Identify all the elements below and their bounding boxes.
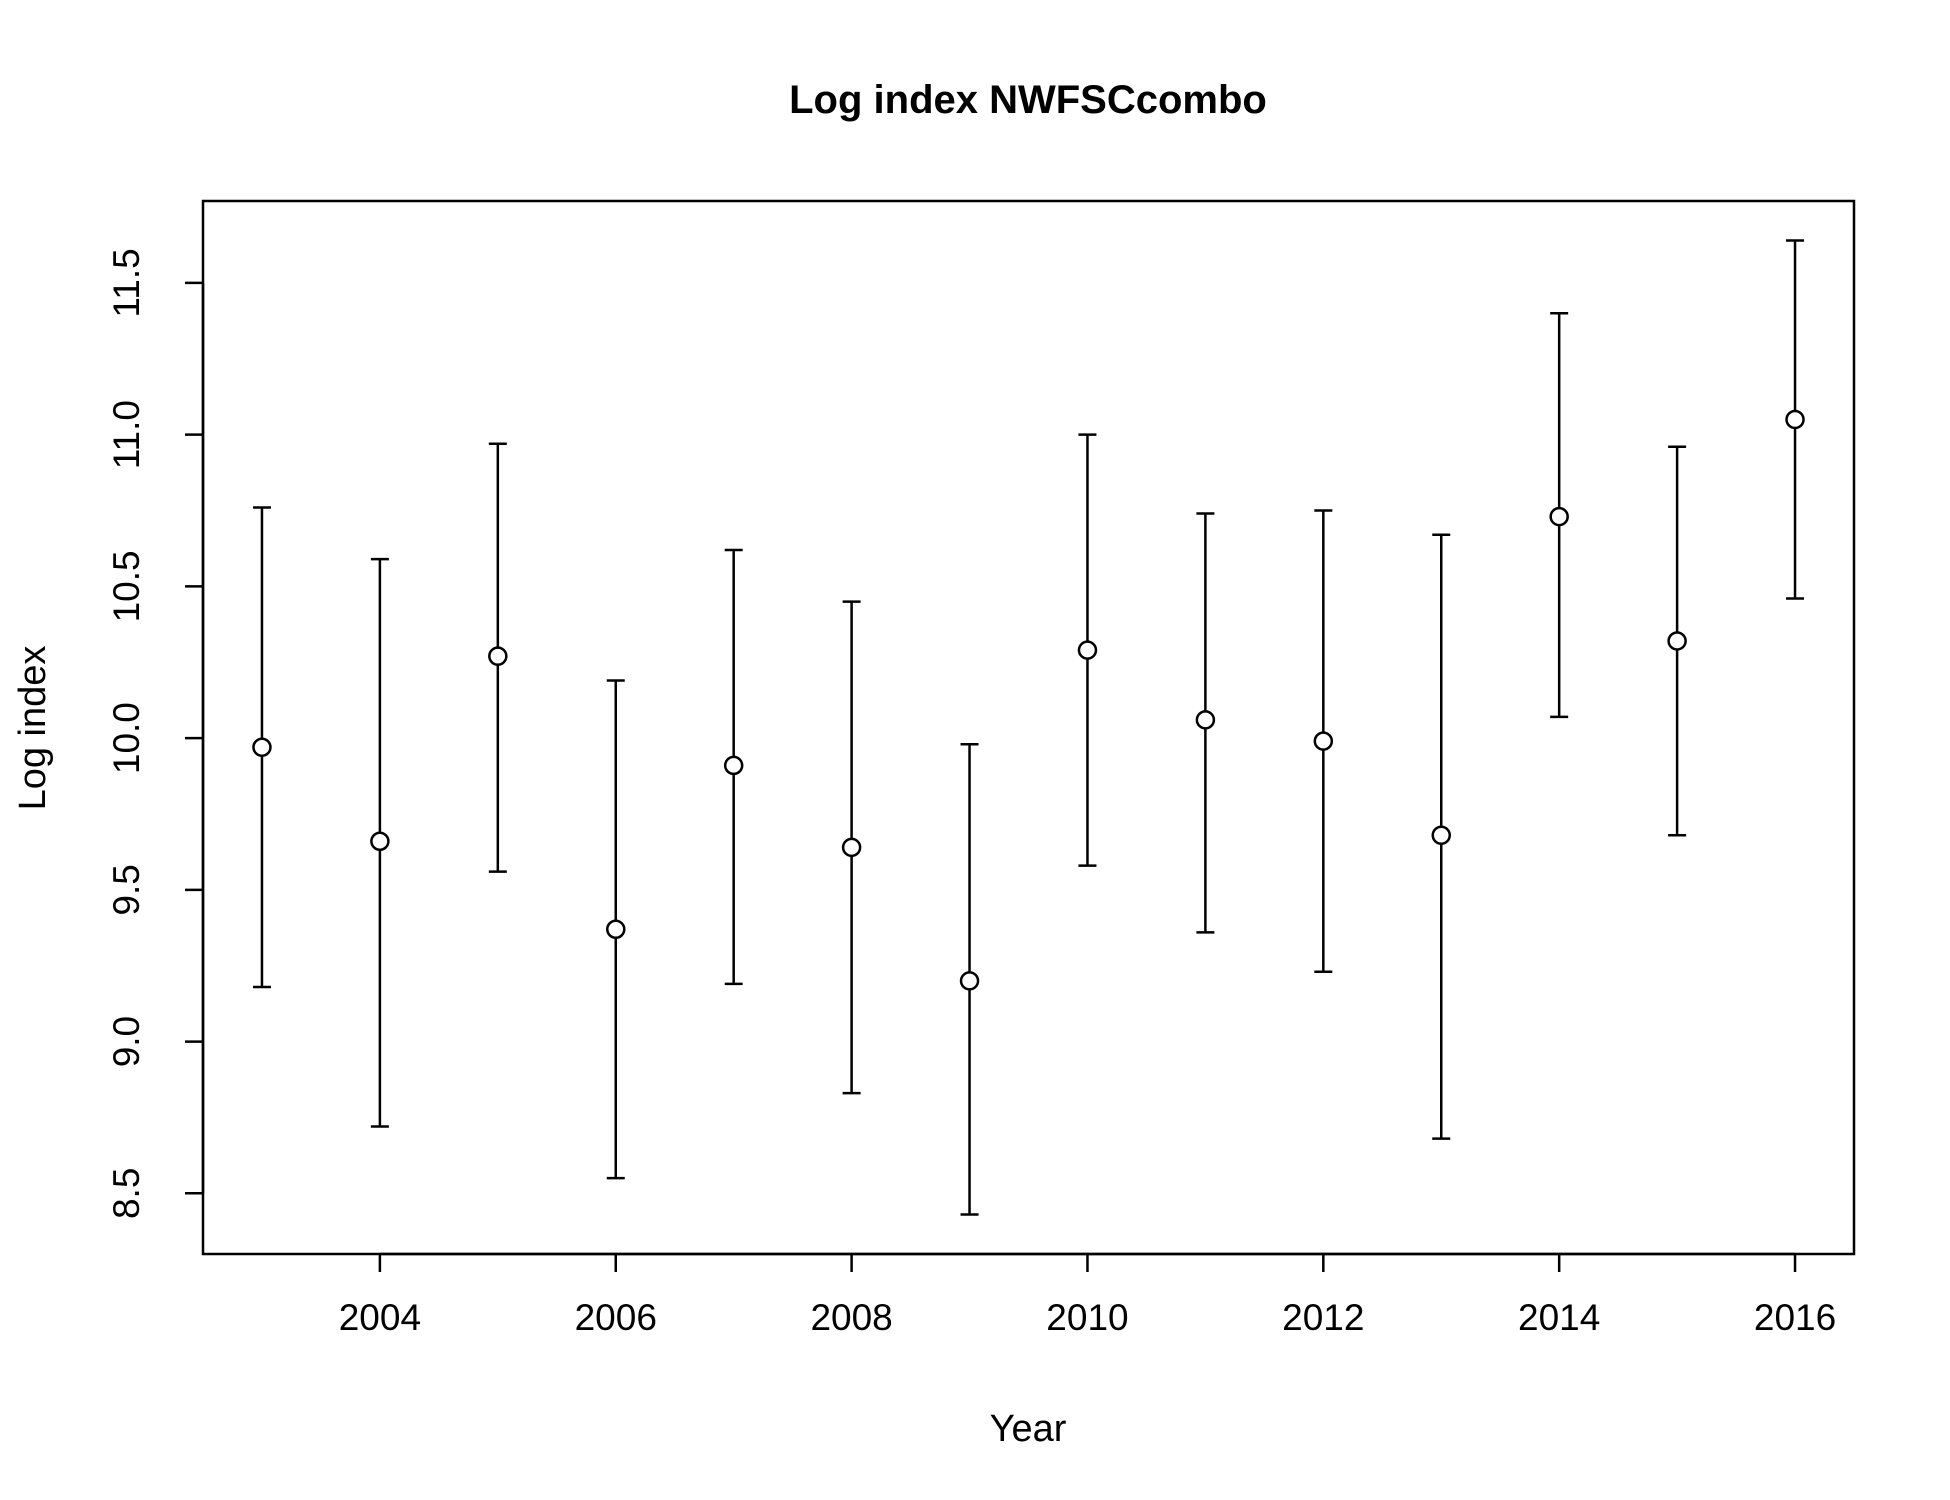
error-bars-and-points xyxy=(252,239,1805,1216)
y-axis: 8.5 9.0 9.5 10.0 10.5 11.0 11.5 xyxy=(106,248,205,1219)
chart-title: Log index NWFSCcombo xyxy=(789,78,1267,122)
data-point xyxy=(723,755,744,776)
data-point xyxy=(1785,409,1805,430)
y-tick-label: 10.5 xyxy=(106,550,147,622)
data-point xyxy=(488,646,508,666)
data-point xyxy=(252,737,272,757)
y-tick-label: 10.0 xyxy=(106,702,147,774)
y-axis-label: Log index xyxy=(12,646,54,811)
x-axis: 2004 2006 2008 2010 2012 2014 2016 xyxy=(339,1252,1836,1338)
data-point xyxy=(1077,640,1098,660)
x-tick-label: 2014 xyxy=(1518,1297,1600,1338)
y-tick-label: 8.5 xyxy=(106,1168,147,1219)
data-point xyxy=(959,971,980,991)
data-point xyxy=(1313,731,1334,751)
data-point xyxy=(606,919,626,940)
x-tick-label: 2016 xyxy=(1754,1297,1836,1338)
y-tick-label: 9.5 xyxy=(106,864,147,915)
plot-frame xyxy=(201,199,1856,1256)
data-point xyxy=(370,831,390,852)
data-point xyxy=(841,837,862,858)
x-tick-label: 2006 xyxy=(575,1297,657,1338)
y-tick-label: 9.0 xyxy=(106,1016,147,1067)
y-tick-label: 11.5 xyxy=(106,248,147,317)
x-tick-label: 2010 xyxy=(1046,1297,1128,1338)
y-tick-label: 11.0 xyxy=(106,400,147,469)
x-tick-label: 2008 xyxy=(810,1297,892,1338)
x-tick-label: 2012 xyxy=(1282,1297,1364,1338)
x-axis-label: Year xyxy=(990,1408,1067,1450)
x-tick-label: 2004 xyxy=(339,1297,421,1338)
data-point xyxy=(1195,710,1216,730)
data-point xyxy=(1667,631,1687,651)
data-point xyxy=(1431,825,1451,845)
data-point xyxy=(1549,506,1569,527)
